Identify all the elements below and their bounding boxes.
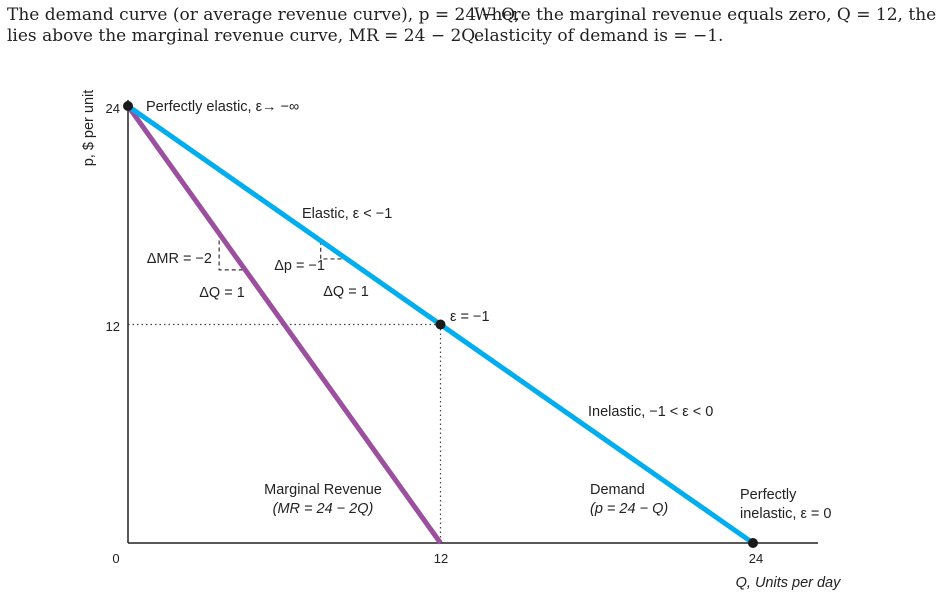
caption-right: Where the marginal revenue equals zero, … bbox=[474, 5, 937, 47]
point-bottom bbox=[748, 538, 758, 548]
y-tick-label-12: 12 bbox=[106, 319, 120, 334]
label-demand-line-1: Demand bbox=[590, 482, 645, 498]
annotation-elastic: Elastic, ε < −1 bbox=[302, 206, 392, 222]
label-demand-line-2: (p = 24 − Q) bbox=[590, 501, 668, 517]
caption-right-line-2: elasticity of demand is = −1. bbox=[474, 26, 724, 46]
point-unit-elastic bbox=[435, 319, 446, 330]
y-tick-label-24: 24 bbox=[106, 101, 120, 116]
annotation-p-step-q: ΔQ = 1 bbox=[323, 284, 369, 300]
label-marginal-revenue-line-1: Marginal Revenue bbox=[264, 482, 382, 498]
x-tick-label-0: 0 bbox=[112, 551, 119, 566]
caption-right-line-1: Where the marginal revenue equals zero, … bbox=[474, 5, 937, 25]
point-top bbox=[123, 101, 133, 111]
mr-step-triangle bbox=[218, 233, 246, 271]
annotation-unit-elastic: ε = −1 bbox=[450, 309, 490, 325]
annotation-perfectly-inelastic-line-2: inelastic, ε = 0 bbox=[740, 506, 832, 522]
label-marginal-revenue-line-2: (MR = 24 − 2Q) bbox=[273, 501, 374, 517]
caption-left-line-1: The demand curve (or average revenue cur… bbox=[7, 5, 520, 25]
caption-left-line-2: lies above the marginal revenue curve, M… bbox=[7, 26, 480, 46]
annotation-inelastic: Inelastic, −1 < ε < 0 bbox=[588, 404, 713, 420]
annotation-mr-step-q: ΔQ = 1 bbox=[199, 285, 245, 301]
caption-left: The demand curve (or average revenue cur… bbox=[7, 5, 520, 47]
annotation-p-step-delta: Δp = −1 bbox=[274, 258, 325, 274]
series-line-marginal-revenue bbox=[125, 104, 443, 545]
annotation-mr-step-delta: ΔMR = −2 bbox=[147, 251, 212, 267]
x-tick-label-12: 12 bbox=[434, 551, 448, 566]
p-step-triangle bbox=[320, 240, 347, 260]
y-axis-title: p, $ per unit bbox=[81, 90, 97, 167]
annotation-perfectly-inelastic-line-1: Perfectly bbox=[740, 487, 797, 503]
x-tick-label-24: 24 bbox=[749, 551, 763, 566]
annotation-perfectly-elastic: Perfectly elastic, ε→ −∞ bbox=[146, 99, 299, 115]
x-axis-title: Q, Units per day bbox=[736, 575, 842, 591]
